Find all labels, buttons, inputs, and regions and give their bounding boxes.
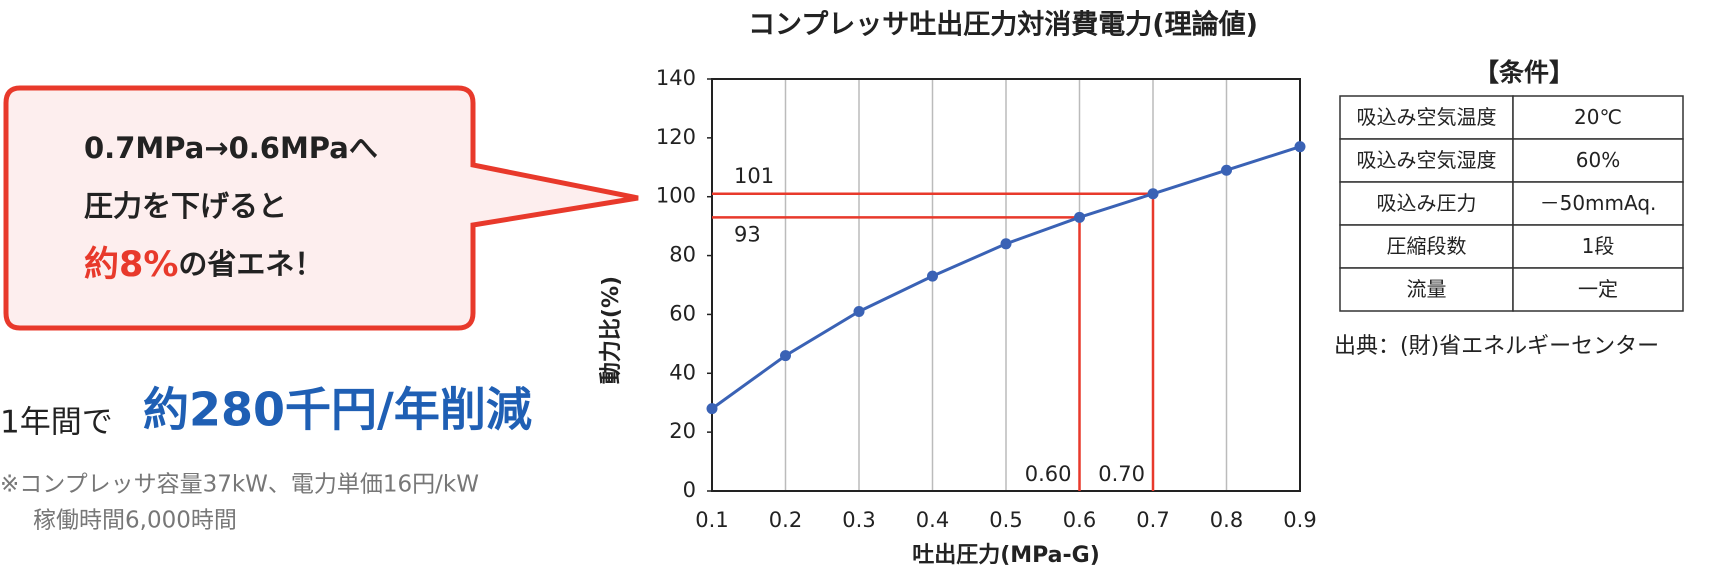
y-tick-label: 120: [656, 125, 696, 149]
plot: 0.1 0.2 0.3 0.4 0.5 0.6 0.7 0.8 0.9 0 20 40 60 80 100 1…: [656, 66, 1317, 532]
callout-text: 圧力を下げると: [84, 189, 287, 223]
y-axis-label: 動力比(%): [599, 276, 624, 384]
table-title: 【条件】: [1474, 58, 1574, 87]
table-label: 圧縮段数: [1387, 234, 1467, 258]
x-axis-label: 吐出圧力(MPa-G): [912, 543, 1100, 568]
label-bg: [1093, 461, 1147, 487]
x-tick-label: 0.7: [1136, 508, 1169, 532]
reference-y-label: 101: [734, 164, 774, 188]
table-label: 流量: [1407, 277, 1447, 301]
data-point: [1294, 141, 1306, 153]
callout-text: 約8%の省エネ！: [84, 245, 323, 285]
callout-box: [3, 85, 639, 331]
y-tick-label: 140: [656, 66, 696, 90]
table-cell: [1512, 138, 1684, 183]
x-tick-label: 0.5: [989, 508, 1022, 532]
y-tick-label: 80: [669, 243, 696, 267]
table-label: 吸込み圧力: [1377, 191, 1477, 215]
table-cell: [1512, 181, 1684, 226]
table-value: 1段: [1582, 234, 1615, 258]
table-cell: [1339, 138, 1514, 183]
conditions-table: 吸込み空気温度 20℃ 吸込み空気湿度 60% 吸込み圧力 －50mmAq. 圧縮段数 1段流…: [1339, 95, 1684, 312]
x-tick-label: 0.2: [769, 508, 802, 532]
data-point: [780, 350, 791, 362]
chart-title: コンプレッサ吐出圧力対消費電力(理論値): [748, 9, 1258, 41]
y-tick-label: 0: [683, 478, 696, 502]
table-cell: [1339, 95, 1514, 140]
label-bg: [1019, 461, 1074, 487]
table-cell: [1512, 267, 1684, 312]
data-point: [927, 270, 938, 282]
table-value: 60%: [1576, 148, 1620, 172]
table-cell: [1512, 95, 1684, 140]
note: 稼働時間6,000時間: [33, 508, 237, 534]
table-label: 吸込み空気温度: [1357, 105, 1497, 129]
table-cell: [1339, 267, 1514, 312]
table-label: 吸込み空気湿度: [1357, 148, 1497, 172]
reference-x-label: 0.70: [1098, 462, 1145, 486]
x-tick-label: 0.6: [1063, 508, 1096, 532]
source: 出典：(財)省エネルギーセンター: [1334, 334, 1659, 359]
y-tick-label: 20: [669, 419, 696, 443]
callout-highlight: 約8%: [84, 245, 178, 285]
callout-text: 0.7MPa→0.6MPaへ: [84, 131, 378, 165]
savings-amount: 約280千円/年削減: [143, 383, 532, 437]
savings-prefix: 1年間で: [0, 405, 113, 441]
data-point: [1000, 238, 1012, 250]
y-tick-label: 100: [656, 184, 696, 208]
data-point: [706, 403, 718, 415]
y-tick-label: 60: [669, 301, 696, 325]
x-tick-label: 0.8: [1210, 508, 1243, 532]
table-value: 一定: [1578, 277, 1618, 301]
x-tick-label: 0.9: [1283, 508, 1316, 532]
data-point: [1147, 188, 1159, 200]
reference-x-label: 0.60: [1025, 462, 1072, 486]
table-value: －50mmAq.: [1540, 191, 1657, 215]
x-tick-label: 0.4: [916, 508, 949, 532]
table-value: 20℃: [1574, 105, 1622, 129]
table-cell: [1339, 224, 1514, 269]
note: ※コンプレッサ容量37kW、電力単価16円/kW: [0, 472, 479, 498]
callout-text: の省エネ！: [178, 247, 323, 281]
y-tick-label: 40: [669, 360, 696, 384]
data-point: [853, 305, 865, 317]
plot-border: [711, 78, 1301, 492]
data-point: [1221, 164, 1232, 176]
data-point: [1074, 211, 1085, 223]
reference-y-label: 93: [734, 222, 761, 246]
x-tick-label: 0.3: [842, 508, 875, 532]
x-tick-label: 0.1: [695, 508, 728, 532]
